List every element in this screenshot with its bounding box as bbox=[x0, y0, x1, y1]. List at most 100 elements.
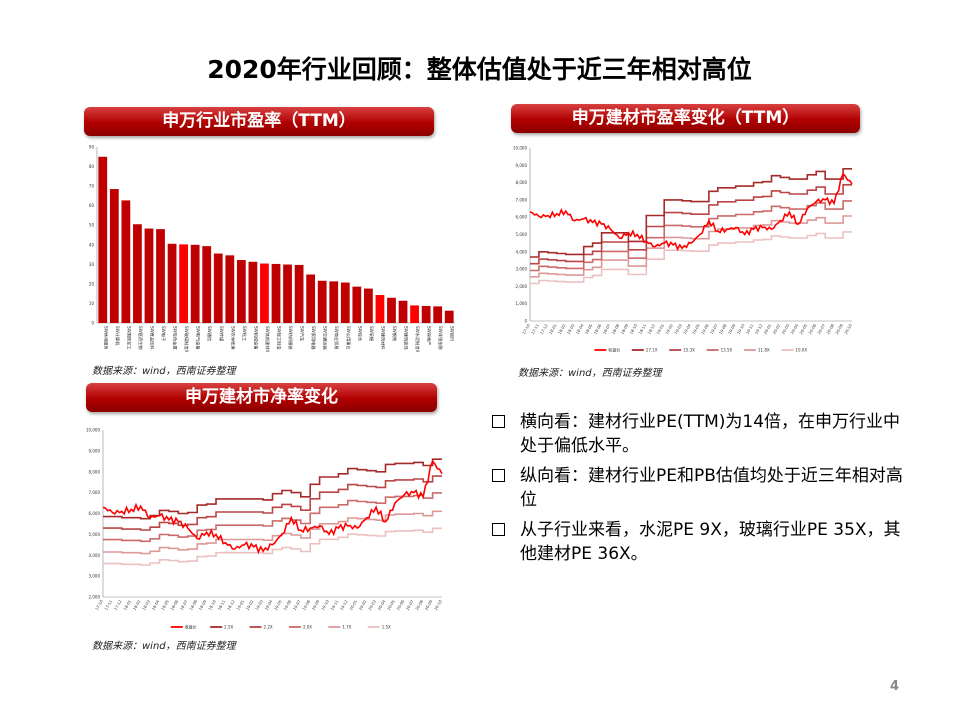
x-tick-label: 19-06 bbox=[700, 323, 710, 336]
bar bbox=[421, 305, 431, 323]
legend-label: 11.8X bbox=[758, 348, 770, 353]
bar bbox=[340, 282, 350, 323]
y-tick-label: 90 bbox=[89, 145, 95, 150]
y-tick-label: 5,000 bbox=[516, 232, 528, 237]
x-tick-label: 19-07 bbox=[292, 599, 302, 612]
x-tick-label: SW纺织服装 bbox=[287, 326, 294, 350]
series-line-1.5X bbox=[103, 527, 442, 566]
x-tick-label: 19-11 bbox=[329, 599, 339, 612]
y-tick-label: 4,000 bbox=[89, 553, 101, 558]
x-tick-label: 20-02 bbox=[358, 599, 368, 612]
x-tick-label: SW休闲服务 bbox=[102, 326, 109, 350]
bar bbox=[133, 224, 142, 323]
legend-label: 17.1X bbox=[646, 348, 658, 353]
x-tick-label: SW国防军工 bbox=[125, 326, 132, 350]
x-tick-label: SW公用事业 bbox=[345, 326, 352, 350]
x-tick-label: SW汽车 bbox=[299, 326, 306, 341]
x-tick-label: SW有色金属 bbox=[172, 326, 179, 350]
building-materials-pe-chart: 0 1,000 2,000 3,000 4,000 5,000 6,000 7,000 8,00… bbox=[513, 146, 853, 353]
x-tick-label: 18-07 bbox=[602, 323, 612, 336]
legend-label: 10.0X bbox=[795, 348, 807, 353]
x-tick-label: 19-12 bbox=[339, 599, 349, 612]
x-tick-label: 20-04 bbox=[789, 323, 799, 336]
x-tick-label: 19-01 bbox=[235, 599, 245, 612]
bar bbox=[375, 295, 385, 323]
y-tick-label: 8,000 bbox=[516, 180, 528, 185]
x-tick-label: 20-03 bbox=[780, 323, 790, 336]
legend-label: 2.2X bbox=[264, 625, 273, 630]
x-tick-label: 17-10 bbox=[521, 323, 531, 336]
x-tick-label: SW房地产 bbox=[426, 326, 433, 345]
y-tick-label: 2,000 bbox=[89, 595, 101, 600]
y-tick-label: 8,000 bbox=[89, 469, 101, 474]
source-note: 数据来源：wind，西南证券整理 bbox=[92, 366, 236, 377]
x-tick-label: SW交通运输 bbox=[322, 326, 329, 350]
x-tick-label: 18-10 bbox=[628, 323, 638, 336]
page-number: 4 bbox=[890, 679, 900, 694]
bar bbox=[213, 253, 223, 323]
y-tick-label: 40 bbox=[89, 242, 95, 247]
y-tick-label: 10 bbox=[89, 301, 95, 306]
bar bbox=[306, 274, 316, 323]
checkbox-bullet-icon bbox=[492, 469, 505, 482]
series-line-收盘价 bbox=[529, 172, 853, 252]
y-tick-label: 3,000 bbox=[516, 267, 528, 272]
bar bbox=[317, 280, 327, 323]
x-tick-label: 20-09 bbox=[424, 599, 434, 612]
series-line-2.0X bbox=[103, 492, 442, 543]
bullet-text: 从子行业来看，水泥PE 9X，玻璃行业PE 35X，其他建材PE 36X。 bbox=[520, 520, 901, 564]
x-tick-label: 19-08 bbox=[301, 599, 311, 612]
x-tick-label: 19-08 bbox=[718, 323, 728, 336]
bar bbox=[248, 261, 258, 323]
x-tick-label: 17-12 bbox=[113, 599, 123, 612]
y-tick-label: 2,000 bbox=[516, 284, 528, 289]
x-tick-label: 19-10 bbox=[736, 323, 746, 336]
x-tick-label: 20-07 bbox=[405, 599, 415, 612]
series-line-2.2X bbox=[103, 475, 442, 531]
y-tick-label: 4,000 bbox=[516, 249, 528, 254]
legend-label: 1.5X bbox=[382, 625, 391, 630]
x-tick-label: 18-10 bbox=[207, 599, 217, 612]
legend-label: 2.0X bbox=[303, 625, 312, 630]
bar bbox=[444, 310, 454, 323]
y-tick-label: 20 bbox=[89, 281, 95, 286]
y-tick-label: 7,000 bbox=[89, 490, 101, 495]
bar bbox=[225, 255, 235, 323]
y-tick-label: 80 bbox=[89, 164, 95, 169]
x-tick-label: 19-10 bbox=[320, 599, 330, 612]
x-tick-label: SW建筑装饰 bbox=[403, 326, 410, 350]
x-tick-label: SW综合 bbox=[356, 326, 363, 342]
x-tick-label: SW建筑材料 bbox=[379, 326, 386, 350]
x-tick-label: SW食品饮料 bbox=[148, 326, 155, 350]
x-tick-label: SW通信 bbox=[206, 326, 213, 341]
pb-chart-header: 申万建材市净率变化 bbox=[86, 383, 437, 412]
x-tick-label: SW计算机 bbox=[114, 326, 121, 346]
x-tick-label: SW医药生物 bbox=[137, 326, 144, 350]
x-tick-label: 20-03 bbox=[367, 599, 377, 612]
bar bbox=[121, 200, 131, 323]
x-tick-label: 18-09 bbox=[198, 599, 208, 612]
y-tick-label: 30 bbox=[89, 262, 95, 267]
x-tick-label: 18-05 bbox=[584, 323, 594, 336]
legend-label: 1.7X bbox=[342, 625, 351, 630]
x-tick-label: 19-04 bbox=[264, 599, 274, 612]
x-tick-label: 18-11 bbox=[216, 599, 226, 612]
legend-label: 15.3X bbox=[683, 348, 695, 353]
y-tick-label: 10,000 bbox=[513, 146, 527, 151]
x-tick-label: 20-02 bbox=[771, 323, 781, 336]
y-tick-label: 6,000 bbox=[89, 511, 101, 516]
bar bbox=[260, 263, 269, 323]
x-tick-label: 18-03 bbox=[566, 323, 576, 336]
x-tick-label: 20-05 bbox=[386, 599, 396, 612]
bar bbox=[179, 244, 189, 323]
series-line-1.7X bbox=[103, 510, 442, 555]
x-tick-label: 20-06 bbox=[807, 323, 817, 336]
x-tick-label: 18-12 bbox=[646, 323, 656, 336]
y-tick-label: 60 bbox=[89, 203, 95, 208]
x-tick-label: 19-09 bbox=[311, 599, 321, 612]
x-tick-label: 20-08 bbox=[414, 599, 424, 612]
x-tick-label: 19-02 bbox=[245, 599, 255, 612]
y-tick-label: 50 bbox=[89, 223, 95, 228]
bar bbox=[202, 246, 212, 323]
